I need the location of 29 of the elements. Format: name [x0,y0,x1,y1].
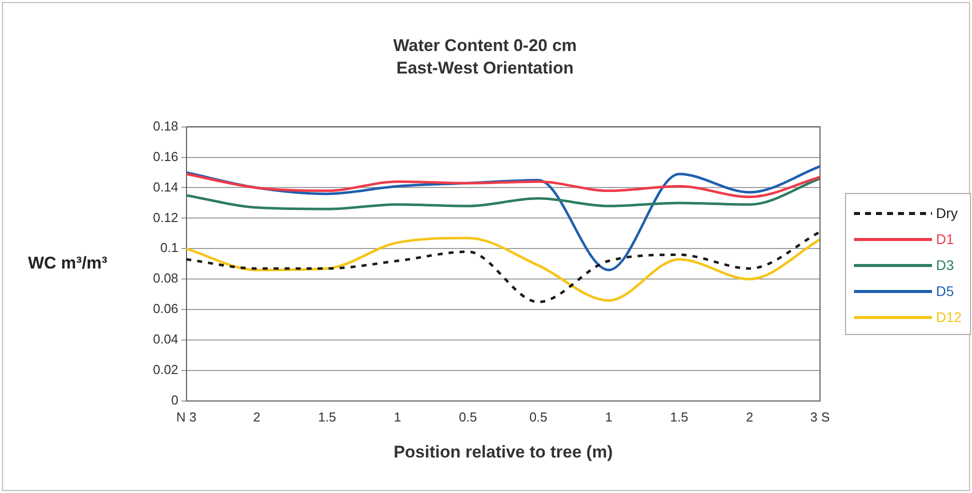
text: D1 [936,231,954,247]
x-tick-label: N 3 [176,409,196,424]
y-tick-label: 0.02 [152,362,178,378]
y-tick-label: 0.18 [152,118,178,134]
x-tick-label: 0.5 [458,409,477,424]
text: Dry [936,205,958,221]
x-tick-label: 3 S [810,409,830,424]
y-tick-label: 0.14 [152,179,178,194]
y-tick-label: 0.06 [152,301,178,316]
chart-subtitle: East-West Orientation [396,58,574,78]
y-tick-label: 0.04 [152,332,178,347]
x-tick-label: 1 [605,409,612,424]
chart-title: Water Content 0-20 cm [393,36,577,55]
y-tick-label: 0.12 [152,210,178,225]
y-axis-title: WC m³/m³ [28,254,108,273]
text: D5 [936,283,954,299]
x-tick-label: 2 [746,409,754,424]
x-tick-label: 1.5 [318,409,336,424]
x-tick-label: 0.5 [529,409,548,424]
y-tick-label: 0.16 [152,148,178,164]
y-tick-label: 0 [171,392,178,408]
text: D3 [936,257,954,273]
x-tick-label: 1.5 [670,409,688,424]
text: D12 [936,309,962,325]
y-tick-label: 0.08 [152,270,178,286]
x-axis-title: Position relative to tree (m) [394,442,613,462]
x-tick-label: 2 [253,409,260,424]
x-tick-label: 1 [394,409,402,424]
y-tick-label: 0.1 [160,240,178,256]
